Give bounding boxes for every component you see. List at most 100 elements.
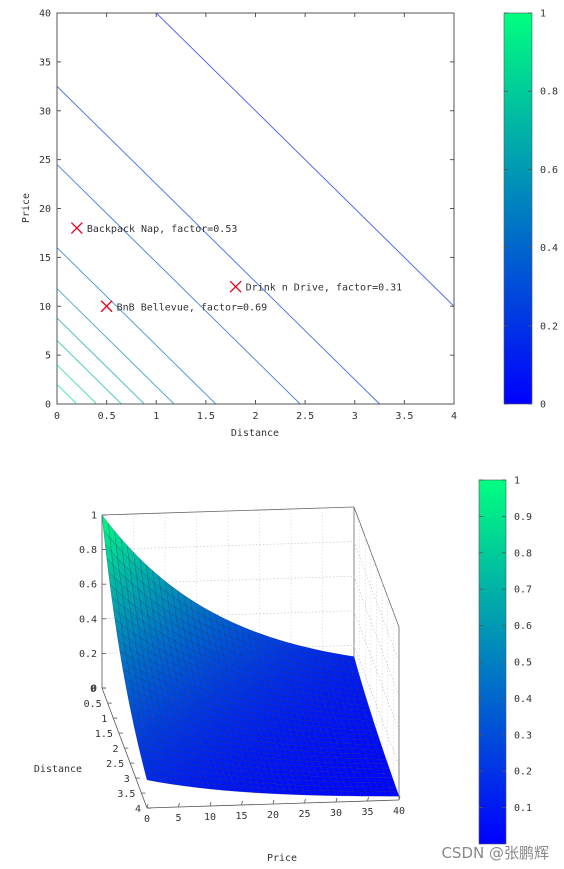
contour-x-tick-label: 3.5 <box>395 411 413 422</box>
surface-distance-tick-label: 3 <box>124 774 130 785</box>
contour-x-tick-label: 2.5 <box>296 411 314 422</box>
contour-x-ticks: 0 0.5 1 1.5 2 2.5 3 3.5 4 <box>54 13 457 422</box>
surface-distance-tick-label: 0 <box>90 684 96 695</box>
surface-price-tick-label: 35 <box>361 807 373 818</box>
contour-plot-frame <box>56 12 455 405</box>
contour-y-ticks: 0 5 10 15 20 25 30 35 40 <box>39 9 454 411</box>
contour-y-tick-label: 20 <box>39 204 51 215</box>
surface-y-label: Distance <box>34 764 82 775</box>
contour-points: Backpack Nap, factor=0.53 BnB Bellevue, f… <box>70 222 403 313</box>
point-marker <box>100 300 113 313</box>
contour-y-tick-label: 35 <box>39 57 51 68</box>
surface-distance-tick-label: 1.5 <box>95 729 113 740</box>
surface-price-tick-label: 40 <box>393 806 405 817</box>
contour-y-tick-label: 30 <box>39 106 51 117</box>
colorbar-bottom-tick-label: 0.7 <box>514 585 532 596</box>
colorbar-bottom-ticks: 0.1 0.2 0.3 0.4 0.5 0.6 0.7 0.8 0.9 1 <box>479 476 532 814</box>
contour-y-tick-label: 10 <box>39 302 51 313</box>
contour-y-label: Price <box>21 193 32 223</box>
surface-distance-ticks: 0 0.5 1 1.5 2 2.53 3.54 <box>84 684 152 815</box>
surface-price-tick-mark <box>367 796 369 802</box>
surface-price-tick-mark <box>398 795 401 801</box>
contour-y-tick-label: 25 <box>39 155 51 166</box>
colorbar-bottom-tick-label: 0.4 <box>514 694 532 705</box>
surface-cell <box>390 791 400 797</box>
colorbar-bottom-tick-label: 0.2 <box>514 767 532 778</box>
surface-z-tick-label: 1 <box>91 511 97 522</box>
contour-line <box>57 384 78 404</box>
surface-distance-tick-label: 2 <box>112 744 118 755</box>
surface-z-tick-label: 0.2 <box>79 649 97 660</box>
colorbar-top-tick-label: 0 <box>540 400 546 411</box>
contour-line <box>57 247 217 404</box>
watermark: CSDN @张鹏辉 <box>441 844 549 862</box>
surface-z-tick-label: 0.6 <box>79 580 97 591</box>
surface-z-ticks: 0 0.2 0.4 0.6 0.8 1 <box>79 511 106 695</box>
surface-cell <box>389 786 398 792</box>
surface-x-label: Price <box>267 853 297 864</box>
surface-price-ticks: 0 5 10 15 20 25 30 35 40 <box>144 795 405 825</box>
colorbar-top-tick-label: 0.4 <box>540 243 558 254</box>
z-gridline <box>101 541 400 662</box>
surface-z-tick-label: 0.4 <box>79 614 97 625</box>
contour-y-tick-label: 15 <box>39 253 51 264</box>
point-label: Backpack Nap, factor=0.53 <box>87 224 238 235</box>
colorbar-bottom-tick-label: 0.1 <box>514 803 532 814</box>
surface-distance-tick-label: 0.5 <box>84 699 102 710</box>
contour-x-tick-label: 0.5 <box>98 411 116 422</box>
surface-price-tick-label: 0 <box>144 814 150 825</box>
contour-x-tick-label: 0 <box>54 411 60 422</box>
surface-price-tick-mark <box>272 799 275 805</box>
surface-price-tick-mark <box>209 801 212 807</box>
surface-price-tick-label: 25 <box>298 809 310 820</box>
colorbar-top-tick-label: 0.2 <box>540 321 558 332</box>
contour-x-tick-label: 4 <box>451 411 457 422</box>
contour-x-tick-label: 3 <box>352 411 358 422</box>
colorbar-bottom-tick-label: 0.3 <box>514 730 532 741</box>
colorbar-top-ticks: 0 0.2 0.4 0.6 0.8 1 <box>504 9 558 411</box>
colorbar-top: 0 0.2 0.4 0.6 0.8 1 <box>503 9 558 411</box>
colorbar-top-tick-label: 0.6 <box>540 165 558 176</box>
surface-price-tick-label: 5 <box>175 813 181 824</box>
point-marker <box>229 280 242 293</box>
contour-x-tick-label: 1 <box>153 411 159 422</box>
surface-z-tick-label: 0 <box>91 684 97 695</box>
colorbar-bottom-tick-label: 0.8 <box>514 548 532 559</box>
contour-line <box>57 340 122 404</box>
surface-price-tick-mark <box>241 800 243 806</box>
surface-price-tick-label: 10 <box>204 812 216 823</box>
colorbar-bottom-tick-label: 1 <box>514 476 520 487</box>
surface-distance-tick-label: 2.5 <box>106 759 124 770</box>
colorbar-top-gradient <box>503 12 533 405</box>
surface-z-tick-label: 0.8 <box>79 545 97 556</box>
contour-x-tick-label: 2 <box>252 411 258 422</box>
contour-line <box>57 164 301 404</box>
contour-line <box>57 288 175 404</box>
contour-line <box>57 85 380 404</box>
colorbar-bottom-gradient <box>478 479 507 845</box>
contour-line <box>155 13 454 307</box>
contour-line <box>57 317 145 404</box>
surface-plot: 00.20.40.60.81 00.511.522.533.54 0 5 10 15 2… <box>34 506 405 864</box>
contour-y-tick-label: 5 <box>45 351 51 362</box>
contour-y-tick-label: 0 <box>45 400 51 411</box>
surface-price-tick-mark <box>304 798 306 804</box>
colorbar-bottom-tick-label: 0.6 <box>514 621 532 632</box>
surface-distance-tick-label: 1 <box>101 714 107 725</box>
surface-price-tick-label: 20 <box>267 810 279 821</box>
contour-line <box>57 364 98 404</box>
contour-x-label: Distance <box>231 428 279 439</box>
colorbar-bottom-tick-label: 0.9 <box>514 512 532 523</box>
surface-price-tick-label: 15 <box>235 811 247 822</box>
contour-y-tick-label: 40 <box>39 9 51 20</box>
surface-price-tick-mark <box>178 802 180 808</box>
point-label: Drink n Drive, factor=0.31 <box>246 283 403 294</box>
colorbar-bottom-tick-label: 0.5 <box>514 658 532 669</box>
surface-price-tick-mark <box>335 797 338 803</box>
surface-price-tick-label: 30 <box>330 808 342 819</box>
z-gridline <box>101 575 400 697</box>
contour-lines <box>57 13 454 404</box>
contour-x-tick-label: 1.5 <box>197 411 215 422</box>
surface-distance-tick-label: 4 <box>135 804 141 815</box>
colorbar-top-tick-label: 0.8 <box>540 87 558 98</box>
